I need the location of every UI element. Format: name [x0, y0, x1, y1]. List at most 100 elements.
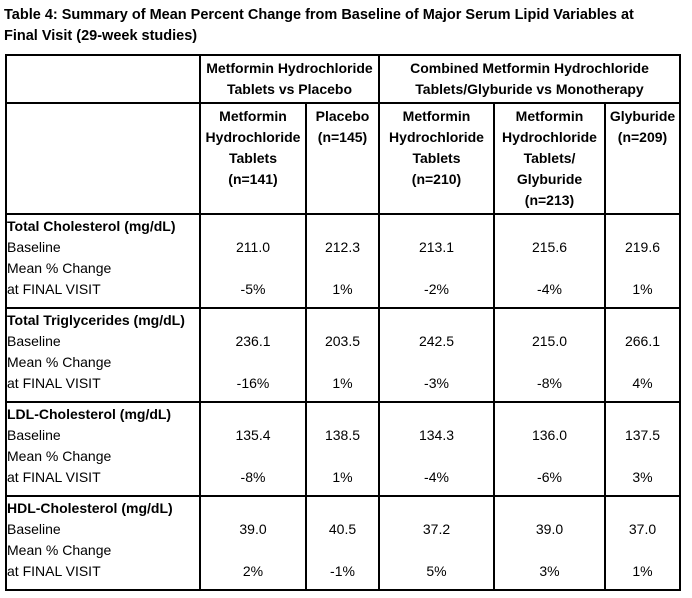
empty-cell: [305, 401, 380, 425]
row-label-baseline: Baseline: [5, 331, 201, 352]
table-row: at FINAL VISIT -5% 1% -2% -4% 1%: [5, 279, 681, 308]
column-header-placebo-145: Placebo (n=145): [305, 102, 380, 215]
baseline-value: 219.6: [604, 237, 681, 258]
empty-cell: [378, 213, 495, 237]
empty-cell: [493, 495, 606, 519]
table-row: HDL-Cholesterol (mg/dL): [5, 495, 681, 519]
empty-cell: [378, 540, 495, 561]
table-row: Mean % Change: [5, 352, 681, 373]
pct-change-value: -4%: [378, 467, 495, 496]
empty-cell: [305, 258, 380, 279]
empty-cell: [199, 446, 307, 467]
empty-cell: [493, 401, 606, 425]
empty-cell: [305, 446, 380, 467]
empty-cell: [199, 213, 307, 237]
pct-change-value: -16%: [199, 373, 307, 402]
column-header-metformin-141: Metformin Hydrochloride Tablets (n=141): [199, 102, 307, 215]
baseline-value: 40.5: [305, 519, 380, 540]
table-row: Baseline 135.4 138.5 134.3 136.0 137.5: [5, 425, 681, 446]
empty-cell: [199, 258, 307, 279]
empty-cell: [493, 352, 606, 373]
pct-change-value: 1%: [604, 561, 681, 590]
group-header-row: Metformin Hydrochloride Tablets vs Place…: [5, 54, 681, 104]
empty-cell: [199, 495, 307, 519]
row-label-baseline: Baseline: [5, 237, 201, 258]
empty-cell: [493, 540, 606, 561]
section-label: HDL-Cholesterol (mg/dL): [5, 495, 201, 519]
section-label: Total Triglycerides (mg/dL): [5, 307, 201, 331]
baseline-value: 135.4: [199, 425, 307, 446]
row-label-baseline: Baseline: [5, 425, 201, 446]
pct-change-value: -3%: [378, 373, 495, 402]
baseline-value: 213.1: [378, 237, 495, 258]
table-row: at FINAL VISIT -8% 1% -4% -6% 3%: [5, 467, 681, 496]
empty-cell: [378, 401, 495, 425]
table-row: at FINAL VISIT -16% 1% -3% -8% 4%: [5, 373, 681, 402]
column-header-glyburide-209: Glyburide (n=209): [604, 102, 681, 215]
table-row: Baseline 39.0 40.5 37.2 39.0 37.0: [5, 519, 681, 540]
pct-change-value: 1%: [305, 373, 380, 402]
empty-cell: [305, 307, 380, 331]
empty-cell: [493, 307, 606, 331]
pct-change-value: -2%: [378, 279, 495, 308]
table-row: at FINAL VISIT 2% -1% 5% 3% 1%: [5, 561, 681, 590]
empty-cell: [604, 401, 681, 425]
empty-cell: [604, 307, 681, 331]
row-label-mean-change: Mean % Change: [5, 258, 201, 279]
pct-change-value: -5%: [199, 279, 307, 308]
empty-cell: [378, 307, 495, 331]
pct-change-value: -1%: [305, 561, 380, 590]
baseline-value: 266.1: [604, 331, 681, 352]
row-label-baseline: Baseline: [5, 519, 201, 540]
empty-cell: [305, 540, 380, 561]
section-label: LDL-Cholesterol (mg/dL): [5, 401, 201, 425]
table-row: Mean % Change: [5, 446, 681, 467]
group-header-combined-comparison: Combined Metformin Hydrochloride Tablets…: [378, 54, 681, 104]
empty-cell: [604, 446, 681, 467]
empty-cell: [604, 540, 681, 561]
empty-cell: [305, 352, 380, 373]
empty-cell: [378, 352, 495, 373]
table-row: Baseline 211.0 212.3 213.1 215.6 219.6: [5, 237, 681, 258]
baseline-value: 39.0: [493, 519, 606, 540]
baseline-value: 37.0: [604, 519, 681, 540]
empty-cell: [305, 213, 380, 237]
empty-cell: [378, 446, 495, 467]
baseline-value: 242.5: [378, 331, 495, 352]
empty-cell: [604, 213, 681, 237]
pct-change-value: 5%: [378, 561, 495, 590]
row-label-final-visit: at FINAL VISIT: [5, 279, 201, 308]
empty-cell: [199, 307, 307, 331]
baseline-value: 215.0: [493, 331, 606, 352]
pct-change-value: -6%: [493, 467, 606, 496]
pct-change-value: 1%: [604, 279, 681, 308]
table-row: Total Cholesterol (mg/dL): [5, 213, 681, 237]
pct-change-value: 2%: [199, 561, 307, 590]
pct-change-value: 4%: [604, 373, 681, 402]
page-title: Table 4: Summary of Mean Percent Change …: [4, 7, 634, 44]
table-row: Total Triglycerides (mg/dL): [5, 307, 681, 331]
row-label-mean-change: Mean % Change: [5, 352, 201, 373]
lipid-summary-table: Metformin Hydrochloride Tablets vs Place…: [5, 54, 681, 591]
table-row: LDL-Cholesterol (mg/dL): [5, 401, 681, 425]
pct-change-value: -4%: [493, 279, 606, 308]
empty-cell: [378, 495, 495, 519]
pct-change-value: 1%: [305, 467, 380, 496]
empty-cell: [493, 213, 606, 237]
table-row: Mean % Change: [5, 540, 681, 561]
pct-change-value: 3%: [604, 467, 681, 496]
empty-cell: [604, 352, 681, 373]
row-label-final-visit: at FINAL VISIT: [5, 373, 201, 402]
empty-cell: [604, 258, 681, 279]
column-header-row: Metformin Hydrochloride Tablets (n=141) …: [5, 102, 681, 215]
baseline-value: 203.5: [305, 331, 380, 352]
row-label-mean-change: Mean % Change: [5, 540, 201, 561]
empty-cell: [5, 102, 201, 215]
row-label-mean-change: Mean % Change: [5, 446, 201, 467]
baseline-value: 136.0: [493, 425, 606, 446]
group-header-placebo-comparison: Metformin Hydrochloride Tablets vs Place…: [199, 54, 380, 104]
empty-cell: [199, 352, 307, 373]
table-row: Mean % Change: [5, 258, 681, 279]
empty-cell: [199, 540, 307, 561]
baseline-value: 138.5: [305, 425, 380, 446]
